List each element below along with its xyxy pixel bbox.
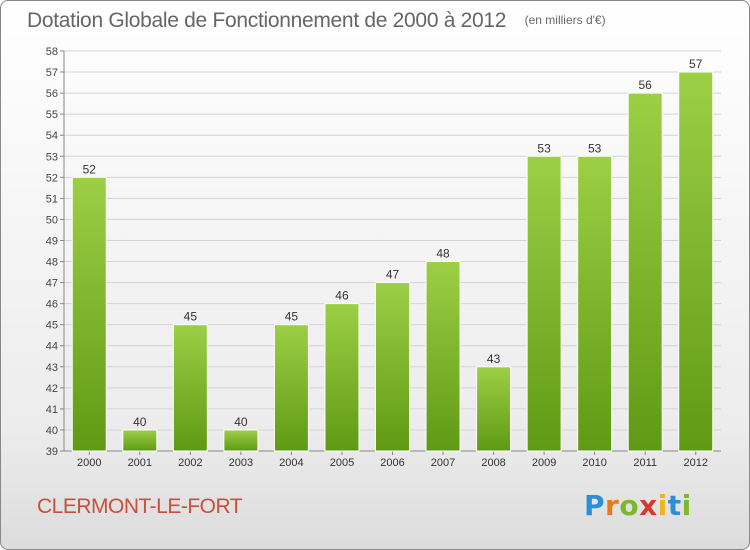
y-tick-label: 43 — [46, 362, 58, 374]
value-label: 46 — [335, 289, 349, 303]
y-tick-label: 50 — [46, 214, 58, 226]
y-tick-label: 54 — [46, 130, 58, 142]
y-tick-label: 56 — [46, 88, 58, 100]
commune-name: CLERMONT-LE-FORT — [37, 495, 243, 518]
y-tick-label: 45 — [46, 320, 58, 332]
bar-2006 — [375, 282, 410, 452]
value-label: 40 — [133, 415, 147, 429]
y-tick-label: 57 — [46, 67, 58, 79]
value-label: 52 — [83, 162, 97, 176]
chart-title: Dotation Globale de Fonctionnement de 20… — [27, 9, 507, 32]
y-tick-label: 48 — [46, 257, 58, 269]
y-tick-label: 58 — [46, 46, 58, 58]
bar-2007 — [425, 261, 461, 452]
value-label: 45 — [285, 310, 299, 324]
labels: 39 40 41 42 43 44 45 46 47 48 49 50 51 52 53 54 55 56 57 58… — [46, 46, 708, 469]
bar-2001 — [122, 429, 158, 452]
y-tick-label: 52 — [46, 172, 58, 184]
value-label: 48 — [436, 247, 450, 261]
proxiti-logo[interactable]: Proxiti — [584, 489, 692, 522]
y-tick-label: 40 — [46, 425, 58, 437]
value-label: 53 — [588, 141, 602, 155]
bar-2009 — [526, 155, 562, 452]
x-tick-label: 2005 — [330, 457, 354, 469]
y-tick-label: 39 — [46, 446, 58, 458]
bar-2008 — [476, 366, 512, 452]
value-label: 40 — [234, 415, 248, 429]
value-label: 53 — [537, 141, 551, 155]
x-tick-label: 2002 — [178, 457, 202, 469]
x-tick-label: 2011 — [633, 457, 657, 469]
value-label: 47 — [386, 268, 400, 282]
value-label: 57 — [689, 57, 703, 71]
y-tick-label: 41 — [46, 404, 58, 416]
x-tick-label: 2006 — [380, 457, 404, 469]
bar-2012 — [678, 71, 714, 452]
y-tick-label: 42 — [46, 383, 58, 395]
y-tick-label: 46 — [46, 299, 58, 311]
y-tick-label: 51 — [46, 193, 58, 205]
bar-2010 — [577, 155, 613, 452]
bars — [71, 71, 714, 452]
value-label: 56 — [639, 78, 653, 92]
bar-2004 — [273, 324, 309, 452]
x-tick-label: 2003 — [229, 457, 253, 469]
x-tick-label: 2001 — [128, 457, 152, 469]
bar-2003 — [223, 429, 259, 452]
x-tick-label: 2000 — [77, 457, 101, 469]
y-tick-label: 44 — [46, 341, 58, 353]
x-tick-label: 2008 — [481, 457, 505, 469]
chart-unit-note: (en milliers d'€) — [524, 13, 606, 27]
value-label: 43 — [487, 352, 501, 366]
y-tick-label: 53 — [46, 151, 58, 163]
x-tick-label: 2010 — [582, 457, 606, 469]
value-label: 45 — [184, 310, 198, 324]
y-tick-label: 49 — [46, 235, 58, 247]
bar-2000 — [71, 176, 107, 452]
title-row: Dotation Globale de Fonctionnement de 20… — [27, 9, 606, 33]
x-tick-label: 2004 — [279, 457, 303, 469]
y-tick-label: 55 — [46, 109, 58, 121]
bar-2002 — [172, 324, 208, 452]
x-tick-label: 2007 — [431, 457, 455, 469]
y-tick-label: 47 — [46, 278, 58, 290]
x-tick-label: 2009 — [532, 457, 556, 469]
bar-2011 — [627, 92, 663, 452]
bar-2005 — [324, 303, 360, 452]
x-tick-label: 2012 — [683, 457, 707, 469]
